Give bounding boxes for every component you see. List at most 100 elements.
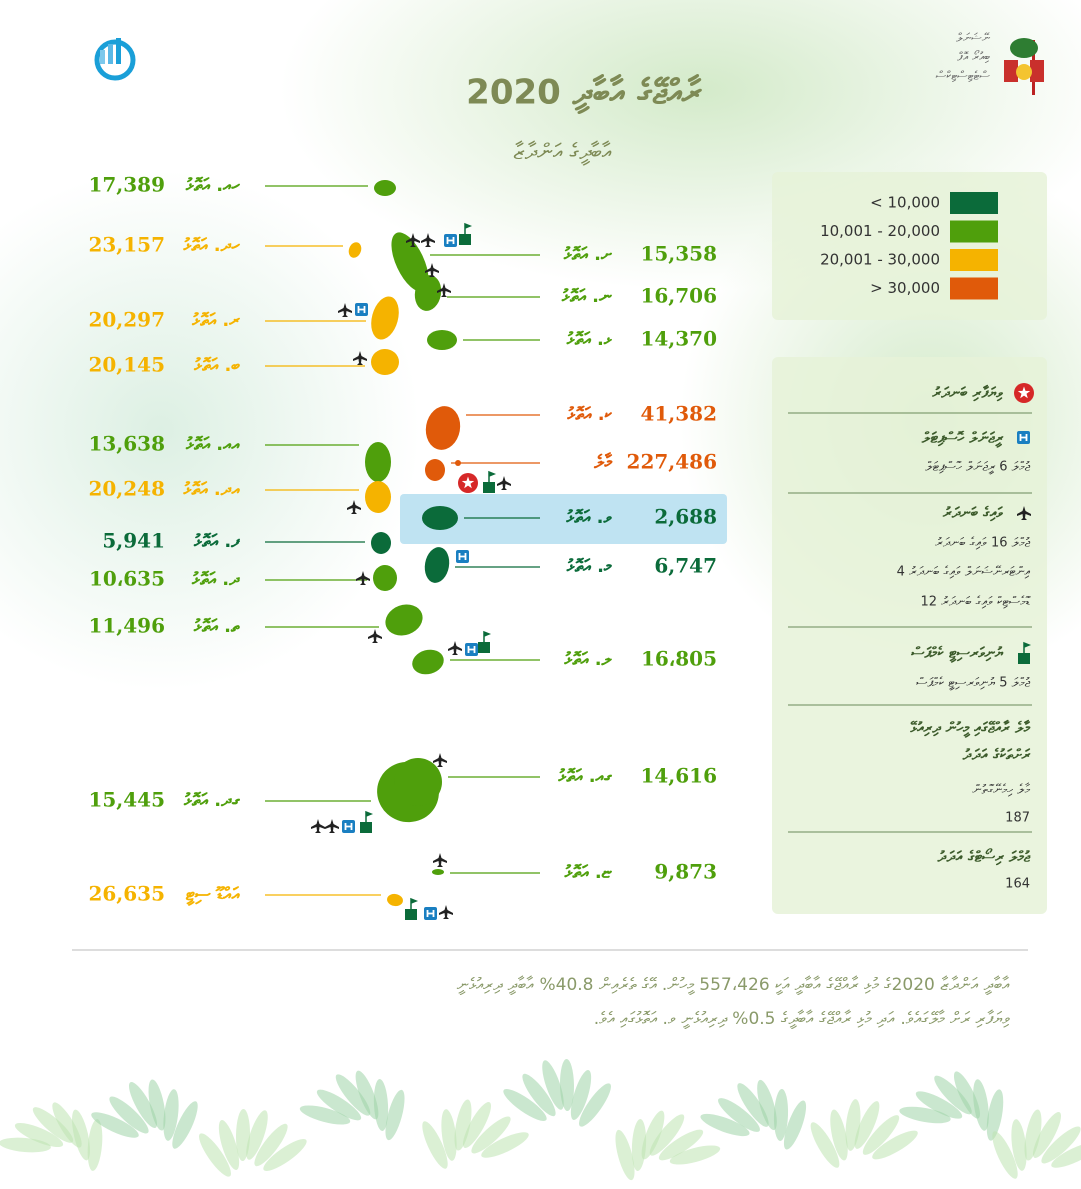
icon-flag [464,222,473,234]
port-icon [1014,383,1034,403]
leaf [579,1083,611,1127]
leaf [872,1130,918,1160]
atoll-shape [371,532,391,554]
port-icon [458,473,478,493]
airport-icon [448,641,462,655]
population: 20,145 [88,353,165,377]
leaf [649,1114,685,1156]
leaf [172,1101,198,1149]
airport-icon [1017,506,1031,520]
airport-icon [347,500,361,514]
population: 13,638 [88,432,165,456]
leaf [163,1089,179,1141]
population: 20,297 [88,308,165,332]
population: 14,370 [640,327,717,351]
logo [94,38,136,81]
info-title: ވިޔަފާރި ބަނދަރު [931,384,1003,402]
hospital-icon [444,234,457,247]
icon-body [360,822,372,833]
leaf [254,1123,288,1167]
leaf [810,1122,840,1168]
icon-flag [1023,641,1032,653]
atoll-name: ގދ. އަތޮޅު [183,790,241,811]
subtitle: އާބާދީގެ އަންދާޒާ [513,140,612,166]
atoll-name: ތ. އަތޮޅު [193,616,240,637]
info-line: ޖުމްލަ 5 ޔުނިވަރސިޓީ ކެމްޕަސް [916,676,1031,691]
info-line: ޖުމްލަ 6 ރީޖަނަލް ހޮސްޕިޓަލް [925,460,1031,475]
airport-icon [338,303,352,317]
atoll-shape [373,565,397,591]
leaf [1011,1119,1027,1171]
population: 15,445 [88,788,165,812]
leaf [87,1119,103,1171]
atoll-shape [371,349,399,375]
info-line: ޖުމްލަ 16 ވައިގެ ބަނދަރު [935,536,1030,551]
university-icon [459,222,473,245]
population: 2,688 [654,505,717,529]
icon-h [446,237,455,244]
info-line: 187 [1005,811,1030,826]
info-title: ވައިގެ ބަނދަރު [942,504,1003,522]
leaf [1032,1112,1062,1158]
population: 10،635 [89,567,165,591]
leaf [718,1098,760,1132]
icon-h [1019,434,1028,441]
university-icon [478,630,492,653]
airport-icon [433,753,447,767]
leaf [854,1101,880,1149]
legend-swatch [950,249,998,271]
hospital-icon [342,820,355,833]
atoll-shape [424,547,450,583]
leaf [148,1079,166,1131]
atoll-shape [374,180,396,196]
leaf [335,1074,371,1116]
leaf [559,1059,575,1111]
airport-icon [406,233,420,247]
icon-star [1017,386,1031,399]
info-line: މާލެ ހިމެނޭގޮތުން [972,783,1031,798]
leaf [481,1132,529,1158]
leaf [218,1120,240,1170]
ministry-line: ބިއުރޯ އޮފް [957,50,990,64]
university-icon [1018,641,1032,664]
info-title: ރަށްތަކުގެ އަދަދު [962,746,1031,764]
airport-icon [497,476,511,490]
airport-icon [368,629,382,643]
atoll-shape [414,275,442,311]
atoll-shape [365,442,391,482]
leaf [658,1129,704,1161]
ministry-name: ނޭޝަނަލް ބިއުރޯ އޮފް ސްޓެޓިސްޓިކްސް [936,31,991,83]
info-line: ޑޮމެސްޓިކް ވައިގެ ބަނދަރު 12 [920,595,1031,610]
atoll-shape [365,481,391,513]
leaf [973,1079,989,1131]
hospital-icon [1017,431,1030,444]
ministry-line: ނޭޝަނަލް [956,31,991,45]
atoll-name: ށ. އަތޮޅު [563,244,613,265]
population: 20,248 [88,477,165,501]
atoll-name: ބ. އަތޮޅު [193,355,240,376]
atoll-name: ފ. އަތޮޅު [193,531,240,552]
leaf [32,1107,74,1143]
leaf [700,1113,750,1137]
leaf [235,1109,251,1161]
atoll-name: ކ. އަތޮޅު [566,404,612,425]
legend-label: > 30,000 [870,279,940,297]
atoll-name: ޅ. އަތޮޅު [566,329,613,350]
atoll-shape [387,893,403,907]
atoll-name: އައްޑޫ ސިޓީ [186,884,241,907]
atoll-shape [425,459,445,481]
info-line: 164 [1005,877,1030,892]
leaf [1051,1142,1081,1168]
info-panel [772,357,1047,914]
hospital-icon [465,643,478,656]
leaf [72,1109,90,1161]
leaf [503,1089,547,1121]
icon-flag [410,897,419,909]
info-title: ރީޖަނަލް ހޮސްޕިޓަލް [921,429,1004,448]
leaf [934,1075,972,1115]
leaf [199,1133,231,1177]
icon-star [461,476,475,489]
hospital-icon [456,550,469,563]
info-title: ޔުނިވަރސިޓީ ކެމްޕަސް [910,644,1003,663]
